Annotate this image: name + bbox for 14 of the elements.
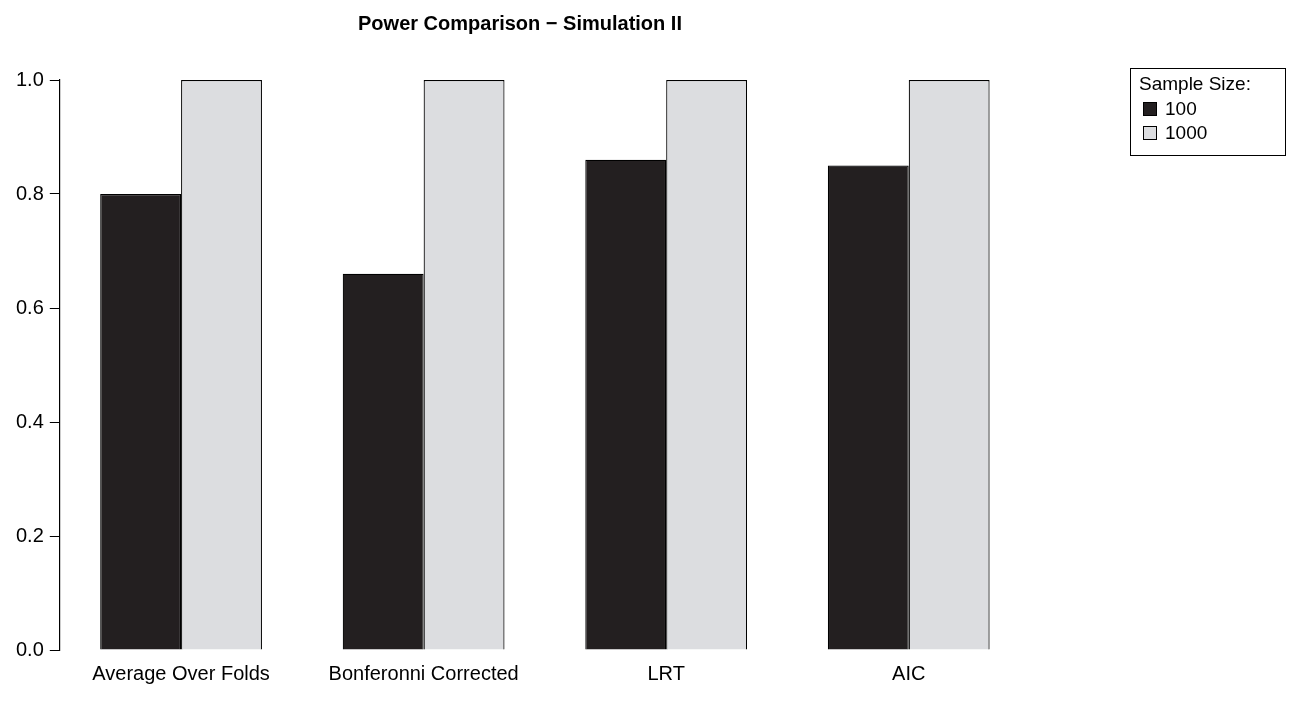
y-tick-label: 0.0 — [15, 637, 44, 660]
y-tick-label: 0.6 — [15, 295, 44, 318]
y-tick-label: 0.4 — [15, 409, 44, 432]
legend-label: 100 — [1165, 98, 1197, 120]
y-tick-label: 0.2 — [15, 523, 44, 546]
x-tick-label: LRT — [647, 661, 685, 684]
y-tick-label: 0.8 — [15, 181, 44, 204]
x-tick-label: Bonferonni Corrected — [328, 661, 519, 684]
y-tick-label: 1.0 — [15, 67, 44, 90]
chart-title: Power Comparison − Simulation II — [358, 11, 682, 34]
x-tick-label: Average Over Folds — [92, 661, 270, 684]
x-tick-label: AIC — [892, 661, 926, 684]
legend-label: 1000 — [1165, 122, 1208, 144]
legend-title: Sample Size: — [1138, 73, 1252, 95]
